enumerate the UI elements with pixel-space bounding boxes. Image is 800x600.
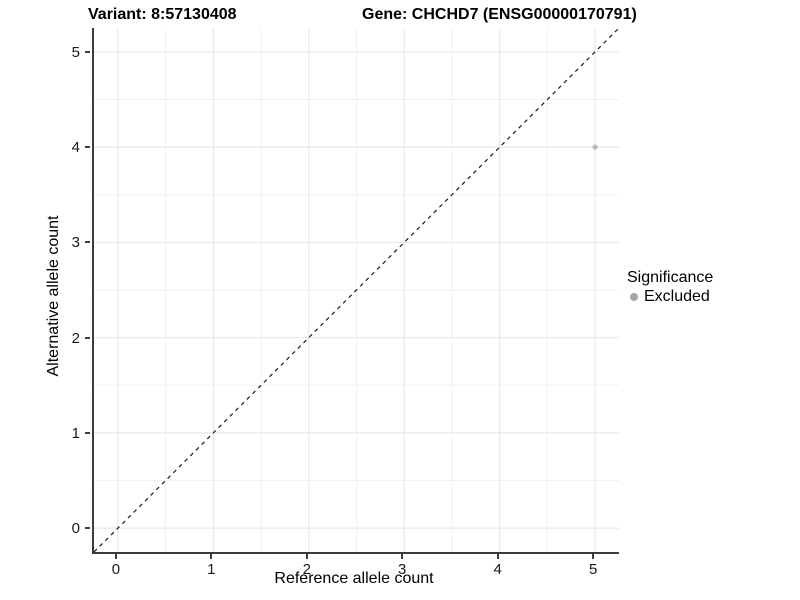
legend-title: Significance	[627, 269, 714, 286]
x-tick-mark-0	[114, 554, 117, 559]
plot-panel	[92, 28, 619, 554]
y-tick-label-3: 3	[71, 234, 80, 252]
x-tick-mark-5	[592, 554, 595, 559]
identity-dashed-line	[94, 28, 619, 552]
gene-title: Gene: CHCHD7 (ENSG00000170791)	[362, 6, 637, 23]
y-tick-label-4: 4	[71, 139, 80, 157]
legend-item-label: Excluded	[644, 288, 710, 305]
y-tick-label-1: 1	[71, 424, 80, 442]
y-tick-mark-2	[85, 336, 90, 339]
y-tick-mark-0	[85, 527, 90, 530]
x-axis-title-text: Reference allele count	[274, 570, 434, 587]
y-axis-title: Alternative allele count	[45, 215, 62, 377]
y-tick-mark-4	[85, 146, 90, 149]
x-tick-mark-4	[496, 554, 499, 559]
x-tick-label-2: 2	[302, 561, 311, 578]
legend: Significance Excluded	[627, 269, 713, 306]
x-tick-label-0: 0	[111, 561, 121, 578]
data-point	[592, 144, 598, 150]
x-tick-mark-3	[401, 554, 404, 559]
legend-point-icon	[630, 293, 638, 301]
plot-canvas	[94, 28, 619, 552]
variant-title: Variant: 8:57130408	[88, 6, 237, 23]
x-axis-title: Reference allele count	[0, 570, 800, 588]
x-tick-label-4: 4	[493, 561, 502, 578]
x-tick-label-5: 5	[588, 561, 598, 578]
x-tick-mark-2	[305, 554, 308, 559]
y-tick-mark-3	[85, 241, 90, 244]
y-tick-label-0: 0	[71, 520, 80, 538]
legend-item-excluded: Excluded	[627, 288, 713, 306]
x-tick-label-3: 3	[398, 561, 407, 578]
x-tick-label-1: 1	[207, 561, 216, 578]
y-tick-mark-5	[85, 50, 90, 53]
y-tick-label-2: 2	[71, 329, 80, 347]
x-tick-mark-1	[210, 554, 213, 559]
y-tick-mark-1	[85, 431, 90, 434]
y-tick-label-5: 5	[71, 43, 80, 61]
